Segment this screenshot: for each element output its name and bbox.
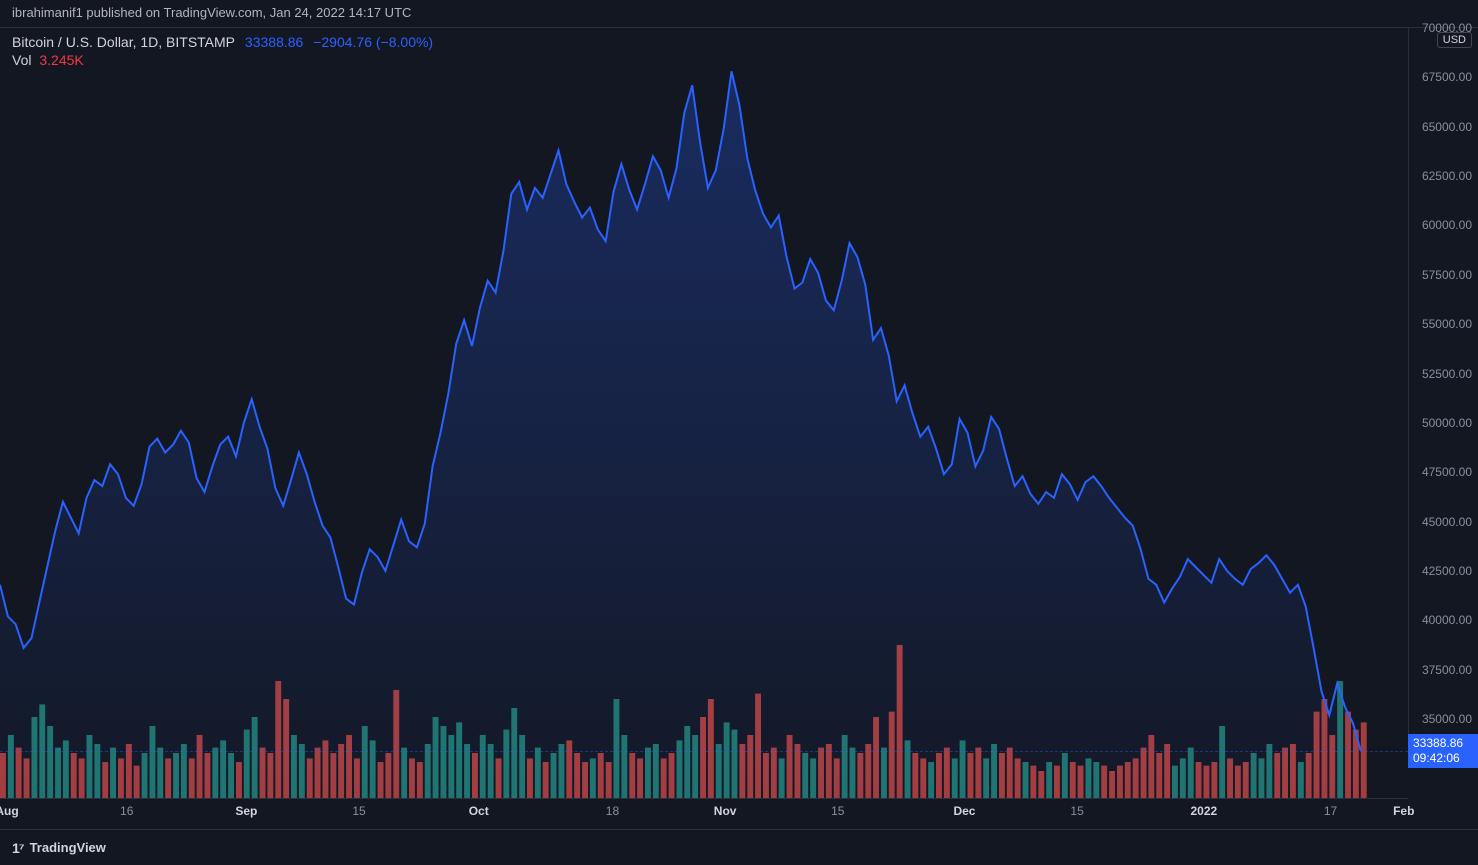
y-tick-label: 52500.00 xyxy=(1422,367,1472,381)
chart-container: Bitcoin / U.S. Dollar, 1D, BITSTAMP 3338… xyxy=(0,28,1478,828)
y-tick-label: 65000.00 xyxy=(1422,120,1472,134)
chart-legend: Bitcoin / U.S. Dollar, 1D, BITSTAMP 3338… xyxy=(12,34,439,68)
x-tick-label: Feb xyxy=(1393,804,1414,818)
x-tick-label: 16 xyxy=(120,804,133,818)
y-tick-label: 60000.00 xyxy=(1422,218,1472,232)
x-tick-label: 2022 xyxy=(1190,804,1217,818)
publish-text: ibrahimanif1 published on TradingView.co… xyxy=(12,5,411,20)
symbol-label[interactable]: Bitcoin / U.S. Dollar, 1D, BITSTAMP xyxy=(12,34,235,50)
plot-area[interactable] xyxy=(0,28,1408,798)
y-tick-label: 47500.00 xyxy=(1422,465,1472,479)
price-marker: 33388.8609:42:06 xyxy=(1408,734,1478,768)
footer-bar: 1⁷ TradingView xyxy=(0,829,1478,865)
last-price-line xyxy=(0,751,1408,752)
x-tick-label: Sep xyxy=(235,804,257,818)
last-price: 33388.86 xyxy=(245,34,303,50)
y-tick-label: 42500.00 xyxy=(1422,564,1472,578)
y-tick-label: 35000.00 xyxy=(1422,712,1472,726)
x-tick-label: 18 xyxy=(606,804,619,818)
x-tick-label: 15 xyxy=(1070,804,1083,818)
y-tick-label: 55000.00 xyxy=(1422,317,1472,331)
x-tick-label: 15 xyxy=(831,804,844,818)
brand-label[interactable]: TradingView xyxy=(30,840,106,855)
x-axis[interactable]: Aug16Sep15Oct18Nov15Dec15202217Feb xyxy=(0,798,1408,828)
y-tick-label: 57500.00 xyxy=(1422,268,1472,282)
x-tick-label: Dec xyxy=(953,804,975,818)
chart-svg xyxy=(0,28,1408,798)
x-tick-label: Aug xyxy=(0,804,19,818)
y-tick-label: 62500.00 xyxy=(1422,169,1472,183)
volume-value: 3.245K xyxy=(39,52,83,68)
x-tick-label: Nov xyxy=(714,804,737,818)
x-tick-label: Oct xyxy=(469,804,489,818)
y-tick-label: 45000.00 xyxy=(1422,515,1472,529)
x-tick-label: 15 xyxy=(352,804,365,818)
y-tick-label: 67500.00 xyxy=(1422,70,1472,84)
tradingview-logo-icon: 1⁷ xyxy=(12,840,24,856)
publish-info-bar: ibrahimanif1 published on TradingView.co… xyxy=(0,0,1478,28)
x-tick-label: 17 xyxy=(1324,804,1337,818)
price-change: −2904.76 (−8.00%) xyxy=(313,34,433,50)
y-tick-label: 37500.00 xyxy=(1422,663,1472,677)
y-axis[interactable]: USD 70000.0067500.0065000.0062500.006000… xyxy=(1408,28,1478,768)
y-tick-label: 50000.00 xyxy=(1422,416,1472,430)
y-tick-label: 70000.00 xyxy=(1422,21,1472,35)
y-tick-label: 40000.00 xyxy=(1422,613,1472,627)
volume-label: Vol xyxy=(12,52,31,68)
